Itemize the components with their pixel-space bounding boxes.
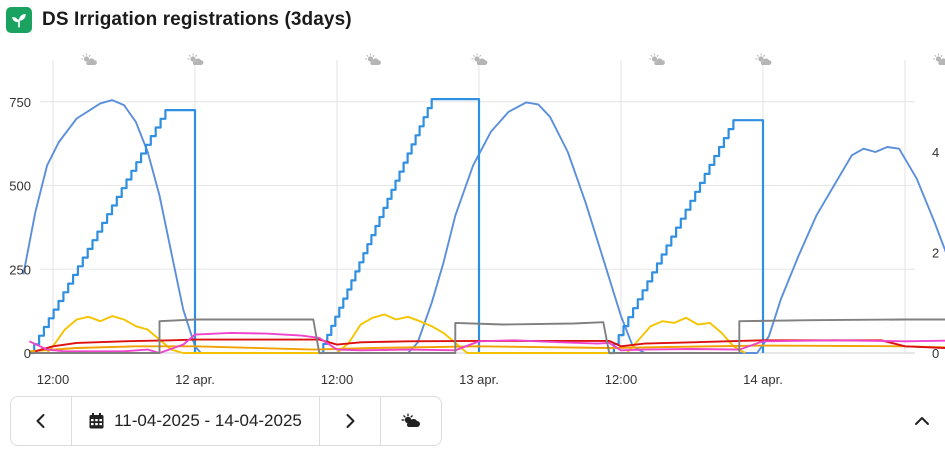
next-period-button[interactable] xyxy=(320,397,380,445)
weather-icon xyxy=(401,413,420,427)
date-toolbar: 11-04-2025 - 14-04-2025 xyxy=(10,396,442,446)
series-line-0 xyxy=(22,99,945,354)
weather-icon xyxy=(932,53,945,65)
chevron-left-icon xyxy=(36,414,45,428)
x-axis: 12:00 12 apr. 12:00 13 apr. 12:00 14 apr. xyxy=(37,372,783,387)
toolbar-divider xyxy=(71,397,72,445)
weather-icon xyxy=(187,53,204,65)
chart-title: DS Irrigation registrations (3days) xyxy=(42,9,352,30)
weather-icon xyxy=(755,53,772,65)
weather-icon xyxy=(80,53,97,65)
series-line-8 xyxy=(29,318,945,354)
weather-icons xyxy=(80,53,945,65)
series-line-7 xyxy=(28,331,945,354)
y-left-tick-label: 0 xyxy=(24,346,31,361)
y-right-tick-label: 0 xyxy=(932,346,939,361)
date-range-picker[interactable]: 11-04-2025 - 14-04-2025 xyxy=(72,397,319,445)
y-right-tick-label: 2 xyxy=(932,245,939,260)
weather-toggle-button[interactable] xyxy=(381,397,441,445)
calendar-icon xyxy=(89,413,104,429)
series-line-2 xyxy=(319,98,481,355)
chart-grid xyxy=(40,60,915,354)
chevron-right-icon xyxy=(346,414,355,428)
series-line-3 xyxy=(609,119,765,355)
x-tick-label: 12 apr. xyxy=(175,372,215,387)
date-range-label: 11-04-2025 - 14-04-2025 xyxy=(114,411,302,430)
y-axis-left: 0 250 500 750 xyxy=(9,95,31,361)
series-line-4 xyxy=(46,313,746,354)
leaf-icon xyxy=(6,7,32,33)
x-tick-label: 13 apr. xyxy=(459,372,499,387)
x-tick-label: 14 apr. xyxy=(743,372,783,387)
y-left-tick-label: 500 xyxy=(9,179,31,194)
x-tick-label: 12:00 xyxy=(605,372,638,387)
weather-icon xyxy=(364,53,381,65)
x-tick-label: 12:00 xyxy=(321,372,354,387)
series-line-1 xyxy=(29,109,197,355)
toolbar-divider xyxy=(380,397,381,445)
chart-series xyxy=(22,98,945,355)
previous-period-button[interactable] xyxy=(11,397,71,445)
x-tick-label: 12:00 xyxy=(37,372,70,387)
y-left-tick-label: 750 xyxy=(9,95,31,110)
toolbar-divider xyxy=(319,397,320,445)
y-axis-right: 0 2 4 xyxy=(932,145,939,361)
chevron-up-icon xyxy=(915,417,929,425)
series-line-5 xyxy=(29,344,945,353)
y-right-tick-label: 4 xyxy=(932,145,939,160)
weather-icon xyxy=(648,53,665,65)
weather-icon xyxy=(471,53,488,65)
chart-header: DS Irrigation registrations (3days) xyxy=(6,6,352,34)
collapse-button[interactable] xyxy=(909,408,935,434)
y-left-tick-label: 250 xyxy=(9,262,31,277)
